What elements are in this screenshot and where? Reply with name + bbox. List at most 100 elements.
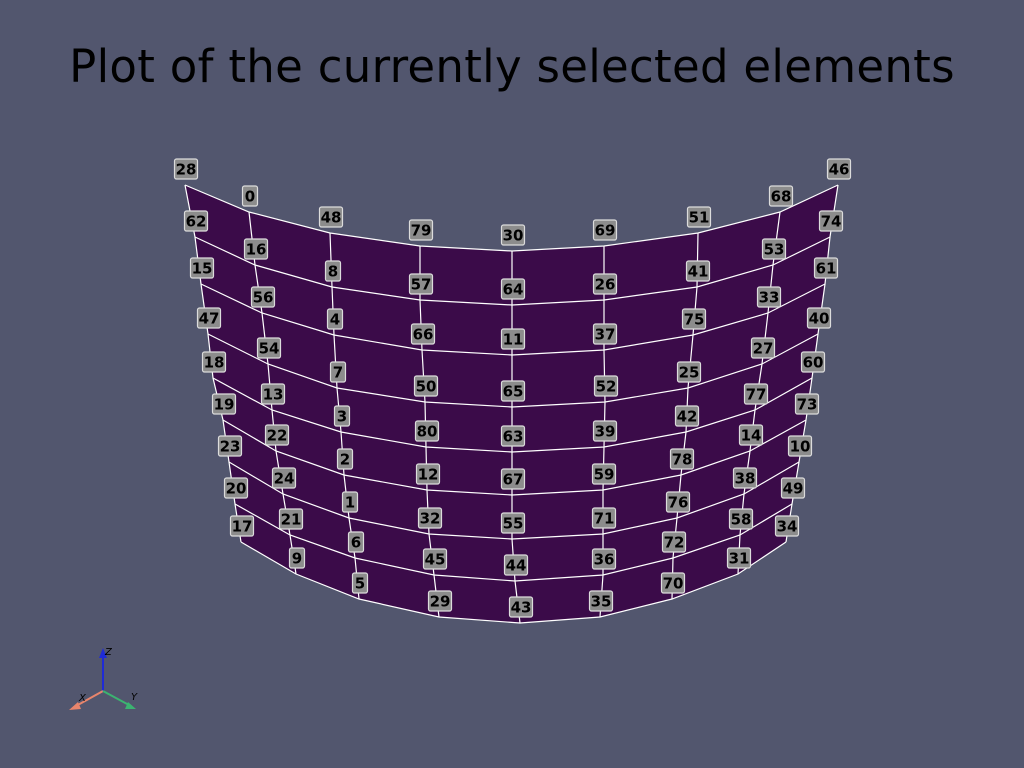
point-label-box: [271, 467, 297, 489]
point-label-text: 69: [595, 222, 616, 240]
point-label-box: [732, 467, 758, 489]
point-label: 61: [813, 257, 839, 279]
point-label-text: 33: [759, 289, 780, 307]
point-label-text: 15: [192, 260, 213, 278]
point-label-text: 23: [220, 438, 241, 456]
point-label: 13: [260, 383, 286, 405]
point-label-box: [800, 351, 826, 373]
point-label-text: 58: [731, 511, 752, 529]
point-label-text: 72: [664, 534, 685, 552]
point-label: 74: [818, 210, 844, 232]
point-label-box: [592, 323, 618, 345]
point-label-text: 36: [594, 551, 615, 569]
point-label-box: [743, 383, 769, 405]
point-label: 75: [681, 308, 707, 330]
point-label-text: 5: [355, 575, 365, 593]
point-label-box: [592, 273, 618, 295]
point-label-text: 48: [321, 209, 342, 227]
point-label-text: 79: [411, 222, 432, 240]
point-label-box: [591, 463, 617, 485]
point-label-box: [189, 257, 215, 279]
point-label-text: 60: [803, 354, 824, 372]
point-label-text: 30: [503, 227, 524, 245]
point-label-text: 44: [506, 557, 527, 575]
point-label-box: [183, 210, 209, 232]
point-label-text: 1: [345, 494, 355, 512]
point-label: 36: [591, 548, 617, 570]
point-label: 62: [183, 210, 209, 232]
point-label: 76: [665, 491, 691, 513]
point-label-box: [336, 448, 354, 470]
point-label-box: [260, 383, 286, 405]
point-label-box: [676, 361, 702, 383]
point-label: 27: [750, 337, 776, 359]
point-label-box: [500, 468, 526, 490]
point-label: 26: [592, 273, 618, 295]
point-label: 7: [329, 361, 347, 383]
point-label-text: 19: [214, 396, 235, 414]
point-label-text: 76: [668, 494, 689, 512]
point-label: 34: [774, 515, 800, 537]
point-label: 42: [674, 405, 700, 427]
point-label: 9: [288, 547, 306, 569]
point-label-box: [500, 425, 526, 447]
point-label-box: [794, 393, 820, 415]
point-label: 17: [229, 515, 255, 537]
point-label-text: 28: [176, 161, 197, 179]
point-label-box: [500, 328, 526, 350]
point-label-text: 24: [274, 470, 295, 488]
point-label: 49: [780, 477, 806, 499]
point-label-box: [278, 508, 304, 530]
point-label: 0: [241, 185, 259, 207]
point-label-text: 80: [417, 423, 438, 441]
point-label: 65: [500, 380, 526, 402]
y-axis-line: [102, 690, 130, 706]
point-label-box: [256, 337, 282, 359]
point-label: 50: [413, 375, 439, 397]
point-label: 6: [347, 531, 365, 553]
point-label: 37: [592, 323, 618, 345]
point-label-box: [241, 185, 259, 207]
point-label-text: 20: [226, 480, 247, 498]
point-label: 72: [661, 531, 687, 553]
point-label-box: [427, 590, 453, 612]
point-label-text: 29: [430, 593, 451, 611]
point-label-text: 57: [411, 276, 432, 294]
point-label-box: [422, 548, 448, 570]
point-label-text: 67: [503, 471, 524, 489]
point-label: 18: [201, 351, 227, 373]
point-label: 4: [326, 308, 344, 330]
orientation-axes-widget: Z X Y: [69, 647, 138, 710]
point-label: 78: [669, 448, 695, 470]
point-label-box: [264, 424, 290, 446]
point-label-text: 13: [263, 386, 284, 404]
point-label-box: [669, 448, 695, 470]
point-label: 28: [173, 158, 199, 180]
point-label-box: [288, 547, 306, 569]
point-label-box: [768, 185, 794, 207]
point-label-text: 51: [689, 209, 710, 227]
point-label-text: 63: [503, 428, 524, 446]
point-label-box: [196, 307, 222, 329]
point-label-box: [347, 531, 365, 553]
point-label-text: 53: [764, 241, 785, 259]
point-label: 53: [761, 238, 787, 260]
point-label-text: 68: [771, 188, 792, 206]
point-label-text: 38: [735, 470, 756, 488]
point-label-text: 54: [259, 340, 280, 358]
point-label: 19: [211, 393, 237, 415]
point-label: 57: [408, 273, 434, 295]
point-label-box: [410, 323, 436, 345]
point-label-text: 66: [413, 326, 434, 344]
x-axis-arrowhead: [69, 702, 81, 710]
point-label: 33: [756, 286, 782, 308]
point-label-box: [500, 224, 526, 246]
point-label-box: [728, 508, 754, 530]
point-label: 32: [417, 507, 443, 529]
point-label-box: [591, 507, 617, 529]
point-label: 59: [591, 463, 617, 485]
point-label-text: 8: [328, 263, 338, 281]
point-label: 63: [500, 425, 526, 447]
point-label-text: 41: [688, 263, 709, 281]
